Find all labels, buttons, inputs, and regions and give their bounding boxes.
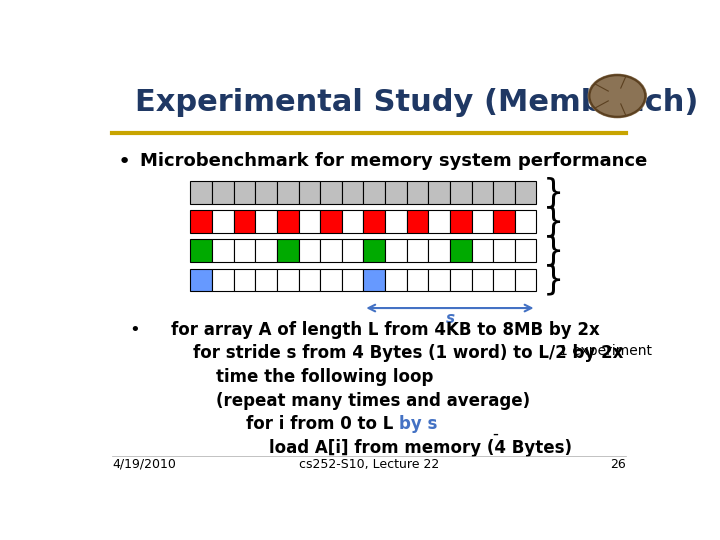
Text: (repeat many times and average): (repeat many times and average) <box>215 392 530 410</box>
Bar <box>364 268 385 292</box>
Bar <box>190 268 212 292</box>
Bar <box>450 268 472 292</box>
Text: }: } <box>543 264 564 296</box>
Text: cs252-S10, Lecture 22: cs252-S10, Lecture 22 <box>299 458 439 471</box>
Bar <box>472 210 493 233</box>
Bar <box>256 268 277 292</box>
Bar <box>385 210 407 233</box>
Bar <box>450 181 472 204</box>
Bar <box>493 210 515 233</box>
Text: load A[i] from memory (4 Bytes): load A[i] from memory (4 Bytes) <box>269 439 572 457</box>
Text: }: } <box>543 205 564 238</box>
Bar <box>450 210 472 233</box>
Text: 1 experiment: 1 experiment <box>559 344 652 358</box>
Bar <box>472 268 493 292</box>
Bar <box>515 181 536 204</box>
Bar <box>190 181 212 204</box>
Bar <box>256 239 277 262</box>
Bar <box>364 210 385 233</box>
Bar <box>342 268 364 292</box>
Bar <box>364 181 385 204</box>
Bar <box>472 239 493 262</box>
Bar <box>407 268 428 292</box>
Bar <box>299 210 320 233</box>
Bar <box>450 239 472 262</box>
Bar <box>256 181 277 204</box>
Bar <box>299 239 320 262</box>
Bar <box>234 268 256 292</box>
Bar <box>515 210 536 233</box>
Bar <box>299 181 320 204</box>
Bar <box>212 181 234 204</box>
Text: by s: by s <box>400 415 438 433</box>
Bar <box>320 268 342 292</box>
Bar <box>385 268 407 292</box>
Text: for array A of length L from 4KB to 8MB by 2x: for array A of length L from 4KB to 8MB … <box>171 321 600 339</box>
Bar <box>515 239 536 262</box>
Bar <box>234 239 256 262</box>
Bar <box>407 239 428 262</box>
Bar <box>428 210 450 233</box>
Bar <box>515 268 536 292</box>
Bar <box>277 210 299 233</box>
Bar <box>212 268 234 292</box>
Bar <box>190 239 212 262</box>
Text: for i from 0 to L: for i from 0 to L <box>246 415 400 433</box>
Text: •: • <box>129 321 140 339</box>
Bar <box>234 210 256 233</box>
Bar <box>472 181 493 204</box>
Bar <box>385 181 407 204</box>
Text: Experimental Study (Membench): Experimental Study (Membench) <box>135 87 698 117</box>
Bar <box>493 181 515 204</box>
Bar <box>428 239 450 262</box>
Bar <box>428 268 450 292</box>
Text: Microbenchmark for memory system performance: Microbenchmark for memory system perform… <box>140 152 647 170</box>
Circle shape <box>588 75 647 118</box>
Bar <box>385 239 407 262</box>
Bar <box>407 181 428 204</box>
Text: time the following loop: time the following loop <box>215 368 433 386</box>
Bar <box>212 210 234 233</box>
Bar <box>212 239 234 262</box>
Bar <box>342 181 364 204</box>
Text: -: - <box>492 425 498 443</box>
Bar <box>234 181 256 204</box>
Bar <box>320 181 342 204</box>
Text: }: } <box>543 176 564 209</box>
Bar <box>277 239 299 262</box>
Bar <box>493 268 515 292</box>
Text: 26: 26 <box>610 458 626 471</box>
Bar <box>277 181 299 204</box>
Text: •: • <box>118 152 131 172</box>
Bar <box>493 239 515 262</box>
Text: }: } <box>543 234 564 267</box>
Bar <box>342 239 364 262</box>
Text: s: s <box>446 312 454 326</box>
Text: for stride s from 4 Bytes (1 word) to L/2 by 2x: for stride s from 4 Bytes (1 word) to L/… <box>193 344 624 362</box>
Bar <box>320 210 342 233</box>
Bar <box>364 239 385 262</box>
Bar <box>277 268 299 292</box>
Bar <box>299 268 320 292</box>
Bar <box>342 210 364 233</box>
Bar <box>190 210 212 233</box>
Bar <box>407 210 428 233</box>
Bar <box>256 210 277 233</box>
Text: 4/19/2010: 4/19/2010 <box>112 458 176 471</box>
Bar <box>428 181 450 204</box>
Bar <box>320 239 342 262</box>
